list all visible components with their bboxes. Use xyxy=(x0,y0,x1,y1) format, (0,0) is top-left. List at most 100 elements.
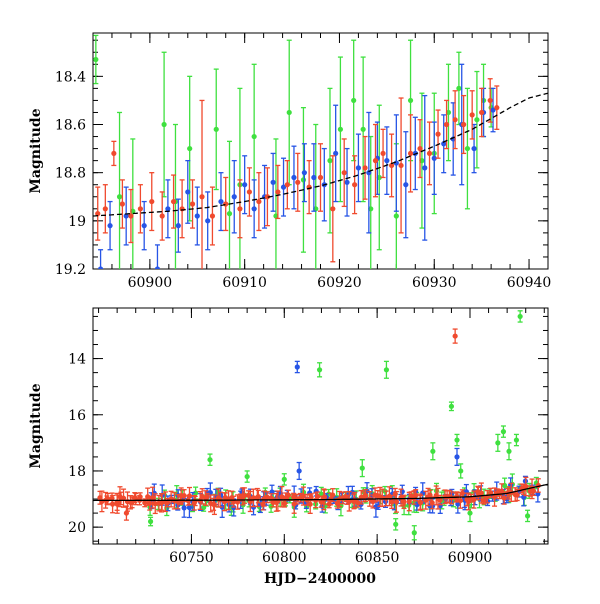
marker xyxy=(461,121,467,128)
marker xyxy=(454,493,460,500)
marker xyxy=(474,117,480,123)
marker xyxy=(226,211,233,217)
marker xyxy=(359,465,365,471)
lower-green-point xyxy=(411,525,417,541)
upper-red-point xyxy=(417,119,423,179)
marker xyxy=(430,448,436,454)
upper-blue-point xyxy=(141,200,147,251)
upper-blue-point xyxy=(311,143,317,212)
upper-red-point xyxy=(170,174,177,229)
lower-x-tick-label: 60800 xyxy=(262,550,307,566)
lower-red-point xyxy=(255,489,261,504)
marker xyxy=(186,493,193,499)
upper-red-point xyxy=(317,143,324,212)
upper-blue-point xyxy=(301,143,307,203)
marker xyxy=(251,206,257,212)
lower-x-tick-label: 60750 xyxy=(169,550,214,566)
marker xyxy=(321,494,328,500)
marker xyxy=(422,165,428,171)
upper-green-point xyxy=(456,51,462,126)
upper-blue-point xyxy=(333,104,339,203)
lower-model-curve xyxy=(93,483,548,502)
marker xyxy=(494,105,500,111)
marker xyxy=(187,145,193,152)
marker xyxy=(223,201,229,207)
lower-green-point xyxy=(454,433,460,447)
lower-red-point xyxy=(362,489,369,503)
marker xyxy=(517,313,523,320)
marker xyxy=(360,126,366,132)
lower-green-point xyxy=(316,362,323,378)
upper-red-point xyxy=(256,172,262,232)
lower-red-point xyxy=(129,496,135,509)
lower-green-point xyxy=(207,453,213,466)
upper-green-point xyxy=(360,56,366,203)
upper-y-tick-label: 18.6 xyxy=(55,118,86,134)
marker xyxy=(403,182,409,188)
marker xyxy=(383,367,390,373)
marker xyxy=(388,162,395,169)
upper-red-point xyxy=(330,155,336,263)
marker xyxy=(275,189,281,195)
lower-x-tick-label: 60900 xyxy=(448,550,493,566)
marker xyxy=(150,495,156,501)
marker xyxy=(487,97,493,104)
marker xyxy=(346,498,352,504)
marker xyxy=(469,112,475,118)
upper-red-point xyxy=(452,90,458,150)
marker xyxy=(199,194,205,200)
marker xyxy=(384,158,390,164)
upper-red-point xyxy=(102,184,108,234)
marker xyxy=(205,218,211,224)
lower-blue-point xyxy=(296,461,302,481)
upper-green-point xyxy=(161,51,167,198)
upper-red-point xyxy=(479,87,485,138)
upper-blue-point xyxy=(355,133,362,203)
marker xyxy=(513,437,520,443)
upper-red-point xyxy=(426,121,433,186)
marker xyxy=(295,179,301,185)
marker xyxy=(362,492,369,499)
upper-axis-ticks: 60900 60910 60920 60930 60940 18.4 18.6 18.8 19 1… xyxy=(55,33,551,291)
marker xyxy=(523,483,529,490)
upper-red-point xyxy=(111,140,117,167)
lower-red-point xyxy=(120,488,127,508)
marker xyxy=(128,213,134,219)
marker xyxy=(308,494,314,500)
marker xyxy=(284,182,290,188)
upper-red-point xyxy=(149,172,155,232)
marker xyxy=(330,206,336,212)
marker xyxy=(164,500,171,506)
upper-blue-point xyxy=(422,94,428,241)
lower-plot-frame xyxy=(92,307,549,545)
lower-x-axis-title: HJD−2400000 xyxy=(264,571,376,587)
upper-blue-point xyxy=(471,123,477,174)
upper-blue-point xyxy=(165,179,171,239)
lower-red-point xyxy=(147,495,153,511)
upper-blue-point xyxy=(231,159,237,234)
upper-red-point xyxy=(341,138,347,208)
marker xyxy=(147,518,154,525)
marker xyxy=(237,206,243,212)
marker xyxy=(286,109,292,116)
upper-panel: 60900 60910 60920 60930 60940 18.4 18.6 18.8 19 1… xyxy=(28,32,551,291)
marker xyxy=(407,97,414,104)
marker xyxy=(120,495,127,501)
marker xyxy=(102,206,108,212)
upper-blue-point xyxy=(97,249,104,269)
lower-red-point xyxy=(150,486,156,509)
upper-red-point xyxy=(380,128,386,179)
upper-y-axis-title: Magnitude xyxy=(28,108,44,193)
upper-red-point xyxy=(284,159,290,210)
lower-data-layer xyxy=(93,310,548,541)
marker xyxy=(418,499,424,506)
marker xyxy=(490,107,496,113)
upper-y-tick-label: 19 xyxy=(68,214,86,230)
marker xyxy=(170,198,177,205)
marker xyxy=(231,194,237,200)
marker xyxy=(294,364,300,370)
marker xyxy=(159,213,165,219)
lower-red-point xyxy=(109,494,116,514)
marker xyxy=(337,126,344,132)
